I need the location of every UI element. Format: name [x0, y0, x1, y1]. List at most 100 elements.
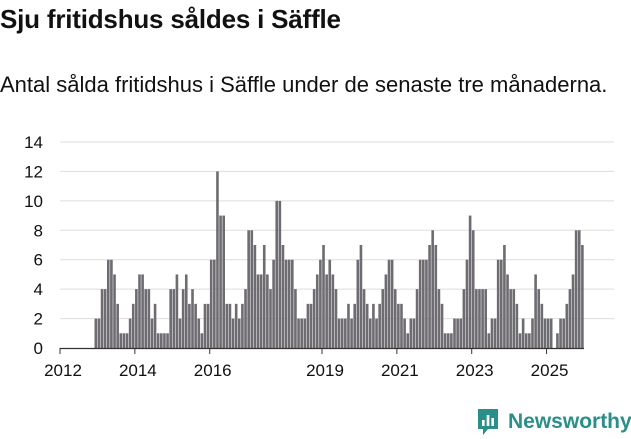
bar	[110, 259, 113, 348]
bar	[459, 318, 463, 348]
bar	[571, 274, 575, 348]
bar	[262, 245, 266, 348]
bar	[531, 318, 534, 348]
bar	[456, 318, 459, 348]
bar	[225, 303, 229, 348]
bar	[312, 289, 316, 348]
y-tick-label: 6	[34, 251, 43, 270]
bar	[403, 318, 406, 348]
bar	[556, 333, 559, 348]
x-tick-label: 2021	[381, 361, 419, 380]
bar	[325, 274, 328, 348]
x-tick-label: 2023	[456, 361, 494, 380]
bar	[153, 303, 157, 348]
bar	[150, 318, 154, 348]
bar	[138, 274, 141, 348]
bar	[471, 230, 475, 348]
bar	[409, 318, 413, 348]
bar	[581, 245, 584, 348]
bar	[128, 318, 132, 348]
bar	[135, 289, 138, 348]
bar	[381, 289, 385, 348]
bar	[278, 200, 282, 348]
bar	[493, 318, 497, 348]
bar	[322, 245, 325, 348]
bar	[297, 318, 300, 348]
bar	[440, 303, 444, 348]
bar	[487, 333, 491, 348]
bar	[272, 259, 275, 348]
bar	[393, 289, 397, 348]
bar	[194, 303, 197, 348]
bar	[475, 289, 478, 348]
bar	[144, 289, 148, 348]
bar	[269, 289, 272, 348]
y-tick-label: 8	[34, 221, 43, 240]
bar-chart: 0 2 4 6 8 10 12 14 2012 2014 2016 2019 2021 2023 2025…	[24, 128, 614, 380]
bar	[496, 259, 500, 348]
bar	[197, 318, 201, 348]
bar	[562, 318, 565, 348]
bar	[340, 318, 344, 348]
bar	[156, 333, 160, 348]
y-tick-label: 10	[24, 192, 43, 211]
bar	[234, 303, 238, 348]
bar	[418, 259, 422, 348]
bar	[131, 303, 135, 348]
bar	[103, 289, 107, 348]
bar	[468, 215, 472, 348]
bar	[244, 289, 247, 348]
chart-title: Sju fritidshus såldes i Säffle	[0, 4, 341, 34]
bar	[425, 259, 428, 348]
bar	[291, 259, 294, 348]
y-axis-tick-labels: 0 2 4 6 8 10 12 14	[24, 133, 43, 358]
x-tick-label: 2025	[531, 361, 569, 380]
bar	[309, 303, 313, 348]
gridlines	[60, 141, 614, 320]
bar	[490, 318, 494, 348]
bar	[241, 303, 244, 348]
bar	[106, 259, 110, 348]
bar	[147, 289, 151, 348]
bar	[209, 259, 213, 348]
bar	[534, 274, 537, 348]
y-tick-label: 4	[34, 280, 43, 299]
bar	[331, 274, 335, 348]
bar	[281, 245, 285, 348]
bar	[422, 259, 425, 348]
bar	[253, 245, 257, 348]
bar	[306, 303, 310, 348]
x-tick-label: 2016	[194, 361, 232, 380]
bar	[315, 274, 319, 348]
bar	[353, 303, 357, 348]
y-tick-label: 14	[24, 133, 43, 152]
bar	[275, 200, 279, 348]
bar	[319, 259, 322, 348]
bar	[509, 289, 512, 348]
bar	[499, 259, 503, 348]
bar	[400, 303, 403, 348]
bar	[462, 289, 466, 348]
bar	[450, 333, 453, 348]
bar	[574, 230, 578, 348]
bar	[453, 318, 456, 348]
bar	[206, 303, 210, 348]
bar	[537, 289, 541, 348]
bar	[119, 333, 123, 348]
bar	[549, 318, 553, 348]
data-label-latest: 7	[589, 128, 598, 132]
bar	[543, 318, 547, 348]
bar	[344, 318, 347, 348]
brand-name: Newsworthy	[508, 410, 631, 433]
bar	[428, 245, 431, 348]
bar	[568, 289, 572, 348]
bar	[577, 230, 581, 348]
bar	[250, 230, 254, 348]
bar	[565, 303, 569, 348]
bar	[528, 333, 531, 348]
bar	[160, 333, 163, 348]
bar	[481, 289, 484, 348]
bar	[188, 303, 191, 348]
bar	[125, 333, 129, 348]
bar	[181, 289, 185, 348]
